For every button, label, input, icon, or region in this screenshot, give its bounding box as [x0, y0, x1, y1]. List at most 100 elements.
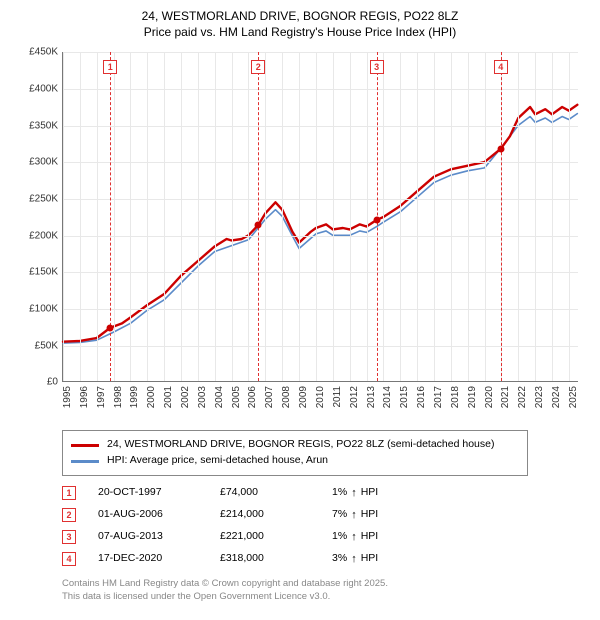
sale-row: 1 20-OCT-1997 £74,000 1%↑HPI: [62, 482, 586, 504]
sale-date: 01-AUG-2006: [98, 504, 198, 525]
sale-change-vs: HPI: [361, 504, 379, 525]
sale-index-box: 3: [62, 530, 76, 544]
sale-change: 1%↑HPI: [332, 526, 378, 548]
sale-date: 20-OCT-1997: [98, 482, 198, 503]
gridline-v: [434, 52, 435, 381]
sale-marker-box: 1: [103, 60, 117, 74]
x-tick-label: 2015: [399, 386, 410, 408]
gridline-v: [265, 52, 266, 381]
gridline-v: [164, 52, 165, 381]
sale-change-pct: 7%: [332, 504, 347, 525]
x-tick-label: 2021: [500, 386, 511, 408]
legend-item: HPI: Average price, semi-detached house,…: [71, 453, 519, 469]
sale-date: 17-DEC-2020: [98, 548, 198, 569]
sale-row: 201-AUG-2006£214,0007%↑HPI: [62, 504, 586, 526]
sale-change-vs: HPI: [361, 548, 379, 569]
sale-marker-line: [258, 52, 259, 381]
x-tick-label: 1997: [96, 386, 107, 408]
sale-marker-box: 3: [370, 60, 384, 74]
gridline-v: [147, 52, 148, 381]
gridline-v: [552, 52, 553, 381]
gridline-v: [518, 52, 519, 381]
gridline-v: [569, 52, 570, 381]
sale-marker-dot: [373, 217, 380, 224]
gridline-v: [181, 52, 182, 381]
x-tick-label: 2003: [197, 386, 208, 408]
sale-change: 1%↑HPI: [332, 482, 378, 504]
x-tick-label: 2009: [298, 386, 309, 408]
sale-row: 417-DEC-2020£318,0003%↑HPI: [62, 548, 586, 570]
footer-line-1: Contains HM Land Registry data © Crown c…: [62, 578, 586, 591]
x-tick-label: 2025: [568, 386, 579, 408]
x-tick-label: 1998: [113, 386, 124, 408]
footer-line-2: This data is licensed under the Open Gov…: [62, 591, 586, 604]
gridline-v: [333, 52, 334, 381]
x-tick-label: 2024: [551, 386, 562, 408]
gridline-v: [316, 52, 317, 381]
gridline-v: [451, 52, 452, 381]
x-tick-label: 2012: [349, 386, 360, 408]
y-tick-label: £0: [47, 377, 58, 388]
x-tick-label: 2001: [163, 386, 174, 408]
gridline-v: [114, 52, 115, 381]
gridline-v: [248, 52, 249, 381]
legend-label: 24, WESTMORLAND DRIVE, BOGNOR REGIS, PO2…: [107, 437, 494, 453]
x-tick-label: 2022: [517, 386, 528, 408]
sale-change: 3%↑HPI: [332, 548, 378, 570]
arrow-up-icon: ↑: [351, 548, 357, 570]
legend: 24, WESTMORLAND DRIVE, BOGNOR REGIS, PO2…: [62, 430, 528, 476]
footer-attribution: Contains HM Land Registry data © Crown c…: [62, 578, 586, 604]
y-tick-label: £400K: [29, 84, 58, 95]
x-tick-label: 2020: [484, 386, 495, 408]
gridline-v: [282, 52, 283, 381]
sale-row: 307-AUG-2013£221,0001%↑HPI: [62, 526, 586, 548]
gridline-v: [468, 52, 469, 381]
gridline-v: [80, 52, 81, 381]
y-tick-label: £100K: [29, 304, 58, 315]
gridline-v: [198, 52, 199, 381]
sale-marker-line: [501, 52, 502, 381]
y-tick-label: £300K: [29, 157, 58, 168]
legend-item: 24, WESTMORLAND DRIVE, BOGNOR REGIS, PO2…: [71, 437, 519, 453]
x-tick-label: 2019: [467, 386, 478, 408]
x-tick-label: 2000: [146, 386, 157, 408]
gridline-v: [367, 52, 368, 381]
y-tick-label: £250K: [29, 194, 58, 205]
x-tick-label: 1995: [62, 386, 73, 408]
arrow-up-icon: ↑: [351, 526, 357, 548]
gridline-v: [485, 52, 486, 381]
sale-index-box: 1: [62, 486, 76, 500]
x-tick-label: 1996: [79, 386, 90, 408]
y-tick-label: £150K: [29, 267, 58, 278]
sale-change-vs: HPI: [361, 482, 379, 503]
x-tick-label: 2017: [433, 386, 444, 408]
x-tick-label: 2013: [366, 386, 377, 408]
title-line-1: 24, WESTMORLAND DRIVE, BOGNOR REGIS, PO2…: [14, 8, 586, 24]
sales-table: 120-OCT-1997£74,0001%↑HPI201-AUG-2006£21…: [62, 482, 586, 570]
gridline-v: [299, 52, 300, 381]
gridline-v: [215, 52, 216, 381]
sale-index-box: 2: [62, 508, 76, 522]
legend-swatch: [71, 460, 99, 463]
x-tick-label: 2006: [247, 386, 258, 408]
sale-change-pct: 1%: [332, 526, 347, 547]
arrow-up-icon: ↑: [351, 504, 357, 526]
gridline-v: [232, 52, 233, 381]
gridline-v: [350, 52, 351, 381]
x-tick-label: 2008: [281, 386, 292, 408]
sale-price: £74,000: [220, 482, 310, 503]
sale-price: £318,000: [220, 548, 310, 569]
x-tick-label: 1999: [129, 386, 140, 408]
y-tick-label: £450K: [29, 47, 58, 58]
sale-date: 07-AUG-2013: [98, 526, 198, 547]
legend-swatch: [71, 444, 99, 447]
gridline-v: [400, 52, 401, 381]
sale-change: 7%↑HPI: [332, 504, 378, 526]
gridline-v: [535, 52, 536, 381]
x-tick-label: 2005: [231, 386, 242, 408]
arrow-up-icon: ↑: [351, 482, 357, 504]
x-tick-label: 2016: [416, 386, 427, 408]
chart: 1234 £0£50K£100K£150K£200K£250K£300K£350…: [14, 46, 586, 426]
gridline-v: [417, 52, 418, 381]
gridline-v: [383, 52, 384, 381]
